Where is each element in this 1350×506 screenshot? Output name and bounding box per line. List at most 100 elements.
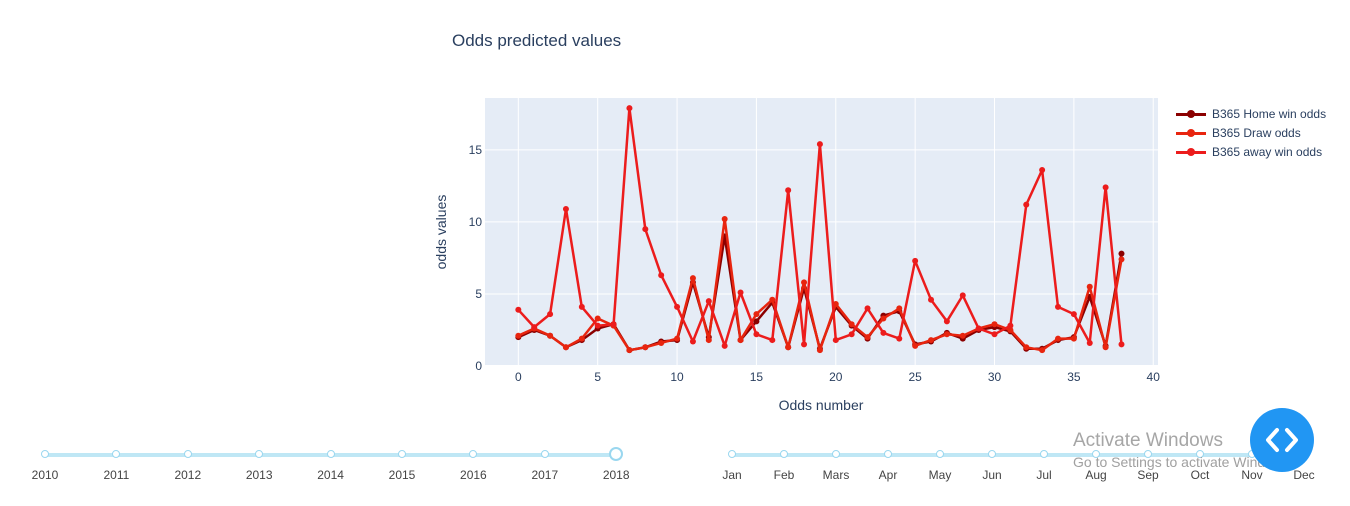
month-slider-tick[interactable] (832, 450, 840, 458)
data-point (594, 315, 601, 322)
year-slider-label[interactable]: 2011 (103, 468, 130, 482)
legend-label-draw: B365 Draw odds (1212, 125, 1301, 140)
year-slider-tick[interactable] (255, 450, 264, 458)
year-slider-label[interactable]: 2013 (245, 468, 273, 482)
year-slider-label[interactable]: 2017 (531, 468, 559, 482)
month-slider-label[interactable]: Jun (982, 468, 1002, 482)
data-point (1007, 326, 1014, 333)
year-slider-label[interactable]: 2016 (460, 468, 487, 482)
data-point (943, 331, 950, 338)
y-tick-label: 0 (475, 359, 482, 373)
month-slider-tick[interactable] (728, 450, 736, 458)
data-point (991, 321, 998, 328)
year-slider-label[interactable]: 2012 (174, 468, 202, 482)
data-point (674, 303, 681, 310)
year-slider-label[interactable]: 2018 (602, 468, 630, 482)
legend: B365 Home win odds B365 Draw odds B365 a… (1176, 104, 1326, 161)
month-slider-label[interactable]: Feb (773, 468, 795, 482)
windows-activation-watermark: Activate Windows Go to Settings to activ… (1073, 430, 1294, 470)
data-point (531, 324, 538, 331)
legend-item-away[interactable]: B365 away win odds (1176, 142, 1326, 161)
data-point (912, 257, 919, 264)
month-slider-label[interactable]: Sep (1137, 468, 1159, 482)
month-slider-label[interactable]: May (928, 468, 952, 482)
legend-swatch-away (1176, 146, 1206, 158)
month-slider-label[interactable]: Jan (722, 468, 742, 482)
month-slider[interactable]: Jan Feb Mars Apr May Jun Jul Aug Sep Oct Nov Dec (720, 446, 1320, 486)
year-slider-tick[interactable] (183, 450, 192, 458)
x-tick-label: 40 (1147, 370, 1161, 384)
data-point (1039, 347, 1046, 354)
legend-swatch-home (1176, 108, 1206, 120)
year-slider-tick[interactable] (326, 450, 335, 458)
data-point (578, 303, 585, 310)
x-tick-label: 20 (829, 370, 843, 384)
data-point (705, 298, 712, 305)
series-group (515, 105, 1125, 354)
data-point (896, 335, 903, 342)
year-slider-tick[interactable] (41, 450, 49, 458)
x-axis-title: Odds number (779, 397, 864, 413)
year-slider-tick[interactable] (540, 450, 549, 458)
data-point (705, 337, 712, 344)
year-slider-tick[interactable] (398, 450, 406, 458)
month-slider-label[interactable]: Dec (1293, 468, 1315, 482)
month-slider-tick[interactable] (780, 450, 788, 458)
watermark-subtitle: Go to Settings to activate Windows. (1073, 454, 1294, 470)
data-point (753, 318, 760, 325)
data-point (848, 321, 855, 328)
month-slider-tick[interactable] (988, 450, 996, 458)
data-point (801, 279, 808, 286)
month-slider-track[interactable] (732, 453, 1304, 457)
month-slider-label[interactable]: Oct (1190, 468, 1210, 482)
year-slider-label[interactable]: 2014 (317, 468, 344, 482)
month-slider-tick[interactable] (884, 450, 892, 458)
y-tick-label: 15 (469, 143, 483, 157)
year-slider-handle[interactable] (609, 447, 624, 461)
month-slider-tick[interactable] (1196, 450, 1204, 458)
data-point (594, 322, 601, 329)
code-toggle-button[interactable] (1250, 408, 1314, 472)
x-tick-label: 30 (988, 370, 1002, 384)
month-slider-label[interactable]: Mars (822, 468, 850, 482)
month-slider-label[interactable]: Jul (1036, 468, 1052, 482)
data-point (801, 341, 808, 348)
legend-item-home[interactable]: B365 Home win odds (1176, 104, 1326, 123)
data-point (721, 342, 728, 349)
x-tick-label: 0 (515, 370, 522, 384)
legend-swatch-draw (1176, 127, 1206, 139)
data-point (642, 226, 649, 233)
data-point (610, 321, 617, 328)
year-slider-label[interactable]: 2010 (31, 468, 59, 482)
data-point (880, 315, 887, 322)
data-point (1055, 303, 1062, 310)
data-point (737, 289, 744, 296)
month-slider-tick[interactable] (1092, 450, 1100, 458)
month-slider-tick[interactable] (936, 450, 944, 458)
month-slider-tick[interactable] (1040, 450, 1048, 458)
data-point (753, 311, 760, 318)
legend-label-away: B365 away win odds (1212, 144, 1323, 159)
data-point (1118, 250, 1125, 257)
month-slider-label[interactable]: Apr (878, 468, 898, 482)
data-point (959, 292, 966, 299)
data-point (1102, 184, 1109, 191)
x-tick-label: 15 (750, 370, 764, 384)
year-slider-label[interactable]: 2015 (388, 468, 416, 482)
data-point (975, 325, 982, 332)
data-point (658, 272, 665, 279)
y-axis-title: odds values (433, 195, 449, 270)
year-slider-tick[interactable] (112, 450, 121, 458)
line-chart: 0 5 10 15 20 25 30 35 40 0 5 10 15 Odds number odds… (433, 98, 1161, 413)
data-point (1007, 322, 1014, 329)
year-slider-tick[interactable] (469, 450, 478, 458)
month-slider-label[interactable]: Aug (1085, 468, 1107, 482)
month-slider-label[interactable]: Nov (1241, 468, 1263, 482)
data-point (642, 344, 649, 351)
chart-title: Odds predicted values (452, 31, 622, 50)
data-point (1102, 344, 1109, 351)
legend-item-draw[interactable]: B365 Draw odds (1176, 123, 1326, 142)
data-point (547, 311, 554, 318)
year-slider[interactable]: 2010 2011 2012 2013 2014 2015 2016 2017 2018 (32, 446, 630, 486)
month-slider-tick[interactable] (1144, 450, 1152, 458)
